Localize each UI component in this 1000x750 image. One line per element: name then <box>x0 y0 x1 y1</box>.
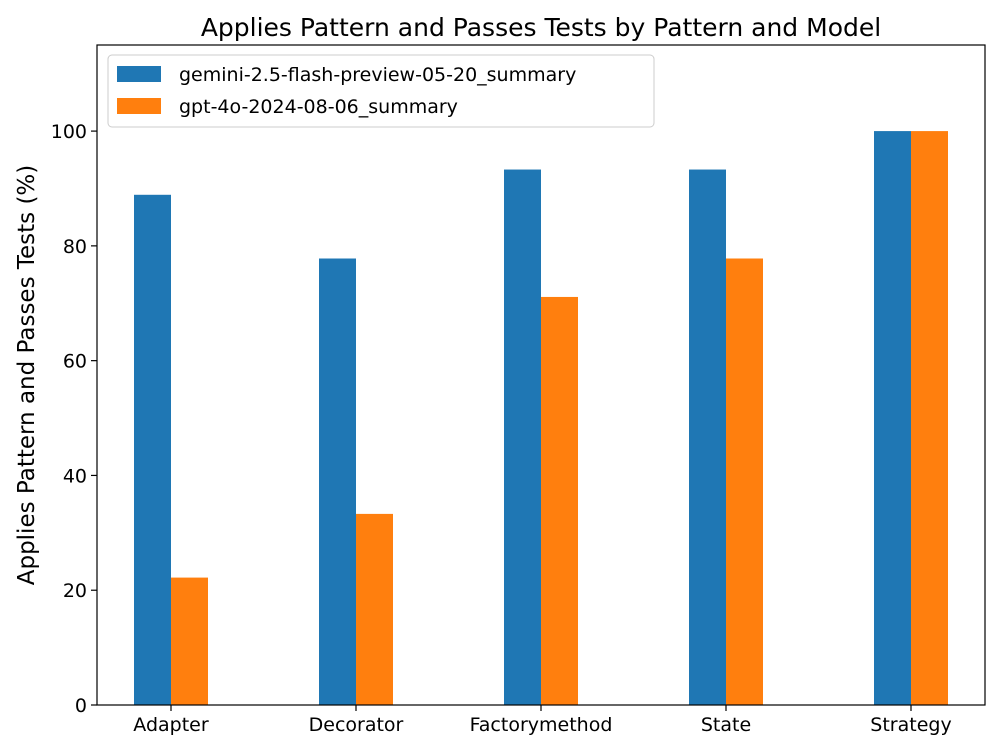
y-tick-label: 20 <box>63 580 87 602</box>
legend-label-series-1: gemini-2.5-flash-preview-05-20_summary <box>179 64 576 86</box>
legend-box <box>107 54 655 128</box>
axes-layer: 0 20 40 60 80 100 Adapter Decorator Factorymetho… <box>51 44 986 736</box>
legend-swatch-series-1 <box>117 66 161 82</box>
bar-state-series-1 <box>689 169 726 706</box>
chart-title: Applies Pattern and Passes Tests by Patt… <box>201 13 881 42</box>
bar-factorymethod-series-1 <box>504 169 541 706</box>
y-axis-label: Applies Pattern and Passes Tests (%) <box>14 165 40 586</box>
x-tick-label: Factorymethod <box>470 714 613 736</box>
x-tick-label: Strategy <box>870 714 951 736</box>
legend: gemini-2.5-flash-preview-05-20_summarygp… <box>107 54 655 128</box>
x-tick-label: Decorator <box>309 714 404 736</box>
y-tick-label: 100 <box>51 121 87 143</box>
bar-decorator-series-2 <box>356 513 393 705</box>
y-tick-label: 80 <box>63 236 87 258</box>
bar-adapter-series-2 <box>171 577 208 705</box>
legend-label-series-2: gpt-4o-2024-08-06_summary <box>179 96 458 118</box>
bar-strategy-series-2 <box>911 131 948 706</box>
legend-swatch-series-2 <box>117 98 161 114</box>
x-tick-label: State <box>701 714 751 736</box>
y-tick-label: 40 <box>63 465 87 487</box>
y-tick-label: 60 <box>63 351 87 373</box>
bar-state-series-2 <box>726 258 763 705</box>
y-tick-label: 0 <box>75 695 87 717</box>
bar-decorator-series-1 <box>319 258 356 705</box>
bar-strategy-series-1 <box>874 131 911 706</box>
x-tick-label: Adapter <box>133 714 209 736</box>
bar-factorymethod-series-2 <box>541 296 578 705</box>
bar-adapter-series-1 <box>134 194 171 706</box>
bars-layer <box>134 131 948 706</box>
